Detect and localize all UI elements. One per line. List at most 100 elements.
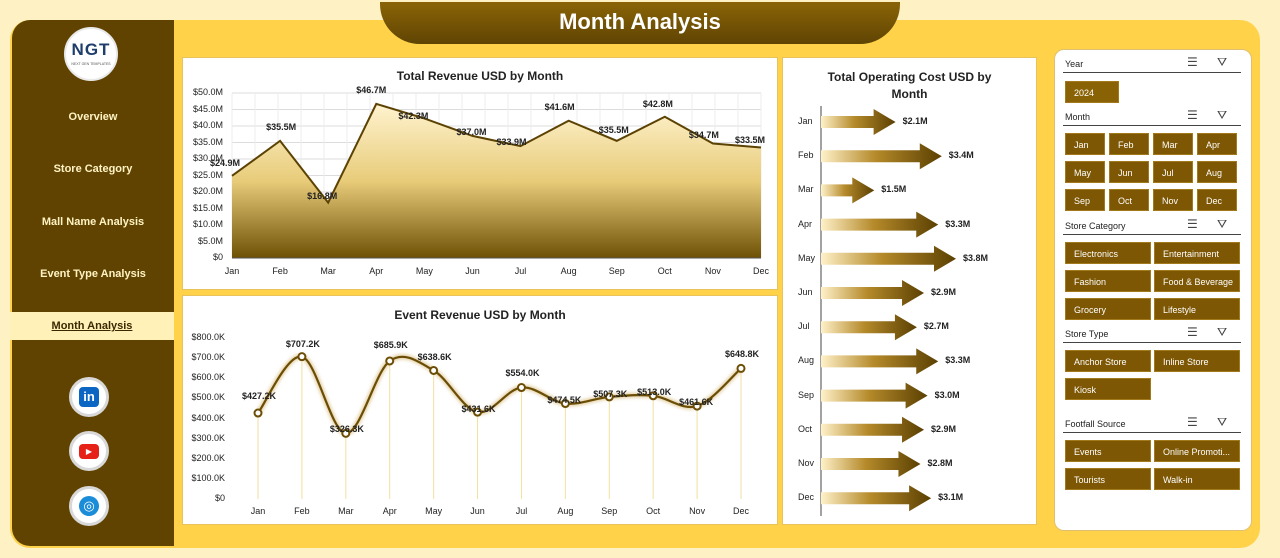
linkedin-button[interactable]: in — [69, 377, 109, 417]
revenue-y-tick: $45.0M — [192, 103, 223, 114]
event-point — [253, 408, 263, 418]
youtube-button[interactable]: ▶ — [69, 431, 109, 471]
multi-select-icon[interactable]: ☰ — [1187, 415, 1198, 429]
ngt-logo[interactable]: NGT NEXT GEN TEMPLATES — [64, 27, 118, 81]
clear-filter-icon[interactable]: ⛛ — [1217, 108, 1228, 122]
website-button[interactable]: ◎ — [69, 486, 109, 526]
event-x-tick: Jun — [470, 506, 485, 516]
revenue-data-label: $16.8M — [307, 190, 338, 201]
nav-overview[interactable]: Overview — [68, 111, 118, 123]
event-data-label: $507.3K — [593, 388, 628, 399]
event-data-label: $648.8K — [725, 349, 760, 360]
month-button-may[interactable]: May — [1065, 161, 1105, 183]
cost-arrow — [821, 416, 925, 443]
month-button-nov[interactable]: Nov — [1153, 189, 1193, 211]
revenue-data-label: $24.9M — [210, 157, 241, 168]
event-y-tick: $400.0K — [191, 412, 225, 423]
event-x-tick: Apr — [382, 506, 397, 516]
revenue-chart-panel: Total Revenue USD by Month $50.0M $45.0M $… — [182, 57, 778, 290]
month-button-apr[interactable]: Apr — [1197, 133, 1237, 155]
multi-select-icon[interactable]: ☰ — [1187, 217, 1198, 231]
event-y-tick: $100.0K — [191, 472, 225, 483]
event-point — [429, 365, 439, 375]
cost-arrow — [821, 143, 942, 170]
logo-text: NGT — [71, 40, 111, 59]
nav-store-category[interactable]: Store Category — [53, 163, 133, 175]
cost-y-tick: Mar — [798, 184, 814, 195]
clear-filter-icon[interactable]: ⛛ — [1217, 217, 1228, 231]
event-y-tick: $800.0K — [191, 332, 225, 342]
month-button-sep[interactable]: Sep — [1065, 189, 1105, 211]
store-type-button[interactable]: Kiosk — [1065, 378, 1151, 400]
cost-y-tick: Jul — [798, 321, 810, 332]
cost-title-line1: Total Operating Cost USD by — [827, 70, 992, 84]
cost-chart — [820, 106, 956, 516]
title-banner: Month Analysis — [380, 2, 900, 44]
event-data-label: $427.2K — [242, 391, 277, 402]
event-y-tick: $200.0K — [191, 452, 225, 463]
event-y-tick: $0 — [214, 493, 225, 503]
revenue-y-tick: $15.0M — [192, 202, 223, 213]
clear-filter-icon[interactable]: ⛛ — [1217, 55, 1228, 69]
year-button-2024[interactable]: 2024 — [1065, 81, 1119, 103]
revenue-chart-title: Total Revenue USD by Month — [396, 69, 564, 83]
cost-arrow — [821, 451, 921, 477]
footfall-source-button[interactable]: Events — [1065, 440, 1151, 462]
revenue-x-tick: Dec — [752, 266, 769, 276]
event-point — [604, 392, 614, 402]
cost-y-tick: Feb — [798, 150, 814, 161]
month-button-oct[interactable]: Oct — [1109, 189, 1149, 211]
cost-arrow — [821, 382, 928, 409]
footfall-source-button[interactable]: Online Promoti... — [1154, 440, 1240, 462]
multi-select-icon[interactable]: ☰ — [1187, 55, 1198, 69]
store-category-button[interactable]: Grocery — [1065, 298, 1151, 320]
revenue-data-label: $42.3M — [398, 111, 429, 122]
sidebar: NGT NEXT GEN TEMPLATES Overview Store Ca… — [10, 20, 174, 546]
revenue-y-tick: $35.0M — [192, 136, 223, 147]
month-button-mar[interactable]: Mar — [1153, 133, 1193, 155]
month-button-dec[interactable]: Dec — [1197, 189, 1237, 211]
month-button-jun[interactable]: Jun — [1109, 161, 1149, 183]
event-point — [736, 363, 746, 373]
cost-y-tick: Apr — [798, 218, 813, 229]
store-type-button[interactable]: Anchor Store — [1065, 350, 1151, 372]
store-category-button[interactable]: Lifestyle — [1154, 298, 1240, 320]
month-button-jul[interactable]: Jul — [1153, 161, 1193, 183]
cost-y-tick: Sep — [798, 389, 815, 400]
event-y-tick: $300.0K — [191, 432, 225, 443]
nav-mall-name-analysis[interactable]: Mall Name Analysis — [41, 216, 145, 228]
cost-data-label: $3.4M — [948, 150, 974, 161]
nav-month-analysis[interactable]: Month Analysis — [10, 312, 174, 340]
revenue-line — [231, 102, 762, 205]
multi-select-icon[interactable]: ☰ — [1187, 108, 1198, 122]
cost-data-label: $1.5M — [881, 184, 907, 195]
event-x-tick: Jul — [515, 506, 528, 516]
nav-event-type-analysis[interactable]: Event Type Analysis — [40, 268, 146, 280]
store-category-button[interactable]: Electronics — [1065, 242, 1151, 264]
store-type-button[interactable]: Inline Store — [1154, 350, 1240, 372]
month-button-aug[interactable]: Aug — [1197, 161, 1237, 183]
store-category-button[interactable]: Entertainment — [1154, 242, 1240, 264]
event-x-tick: Sep — [601, 506, 618, 516]
multi-select-icon[interactable]: ☰ — [1187, 325, 1198, 339]
cost-data-label: $2.9M — [931, 423, 957, 434]
clear-filter-icon[interactable]: ⛛ — [1217, 325, 1228, 339]
revenue-data-label: $41.6M — [544, 101, 575, 112]
footfall-source-button[interactable]: Tourists — [1065, 468, 1151, 490]
event-y-tick: $600.0K — [191, 372, 225, 383]
month-button-jan[interactable]: Jan — [1065, 133, 1105, 155]
page-title: Month Analysis — [559, 9, 721, 34]
cost-arrow — [821, 245, 956, 272]
revenue-y-tick: $40.0M — [192, 120, 223, 130]
store-category-button[interactable]: Food & Beverage — [1154, 270, 1240, 292]
store-category-button[interactable]: Fashion — [1065, 270, 1151, 292]
revenue-x-tick: Sep — [608, 266, 625, 276]
logo-subtext: NEXT GEN TEMPLATES — [71, 62, 111, 66]
revenue-y-tick: $10.0M — [192, 219, 223, 229]
cost-chart-panel: Total Operating Cost USD by Month Jan $2.… — [782, 57, 1037, 525]
month-button-feb[interactable]: Feb — [1109, 133, 1149, 155]
footfall-source-button[interactable]: Walk-in — [1154, 468, 1240, 490]
cost-title-line2: Month — [891, 87, 928, 101]
revenue-y-tick: $50.0M — [192, 87, 223, 97]
clear-filter-icon[interactable]: ⛛ — [1217, 415, 1228, 429]
